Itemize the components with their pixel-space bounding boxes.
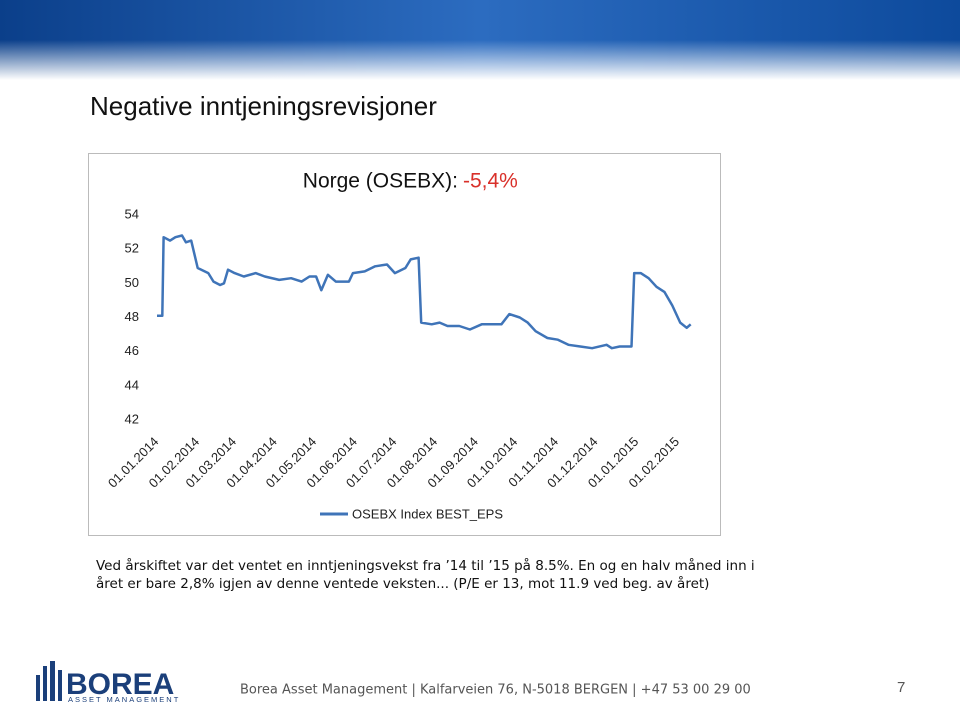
body-text: året er bare 2,8% igjen av denne ventede… bbox=[96, 575, 709, 592]
logo-bar bbox=[43, 666, 47, 701]
logo-bar bbox=[58, 670, 62, 701]
legend-label: OSEBX Index BEST_EPS bbox=[352, 506, 503, 521]
y-tick-label: 48 bbox=[125, 309, 139, 324]
y-tick-label: 52 bbox=[125, 241, 139, 256]
body-text: Ved årskiftet var det ventet en inntjeni… bbox=[96, 557, 755, 574]
y-tick-label: 42 bbox=[125, 411, 139, 426]
header-fade bbox=[0, 40, 960, 80]
logo-bar bbox=[36, 675, 40, 701]
y-tick-label: 50 bbox=[125, 275, 139, 290]
page-number: 7 bbox=[897, 679, 905, 696]
slide-title: Negative inntjeningsrevisjoner bbox=[90, 91, 437, 121]
chart-frame bbox=[88, 153, 721, 536]
footer-text: Borea Asset Management | Kalfarveien 76,… bbox=[240, 683, 751, 698]
logo-bar bbox=[50, 661, 55, 701]
logo: BOREA ASSET MANAGEMENT bbox=[36, 661, 180, 704]
logo-tagline: ASSET MANAGEMENT bbox=[68, 695, 180, 704]
chart-title-change: -5,4% bbox=[463, 170, 518, 193]
data-line bbox=[157, 234, 692, 350]
y-tick-label: 54 bbox=[125, 206, 139, 221]
y-tick-label: 46 bbox=[125, 343, 139, 358]
logo-name: BOREA bbox=[66, 668, 174, 701]
y-tick-label: 44 bbox=[125, 377, 139, 392]
chart-title: Norge (OSEBX): bbox=[303, 170, 458, 193]
